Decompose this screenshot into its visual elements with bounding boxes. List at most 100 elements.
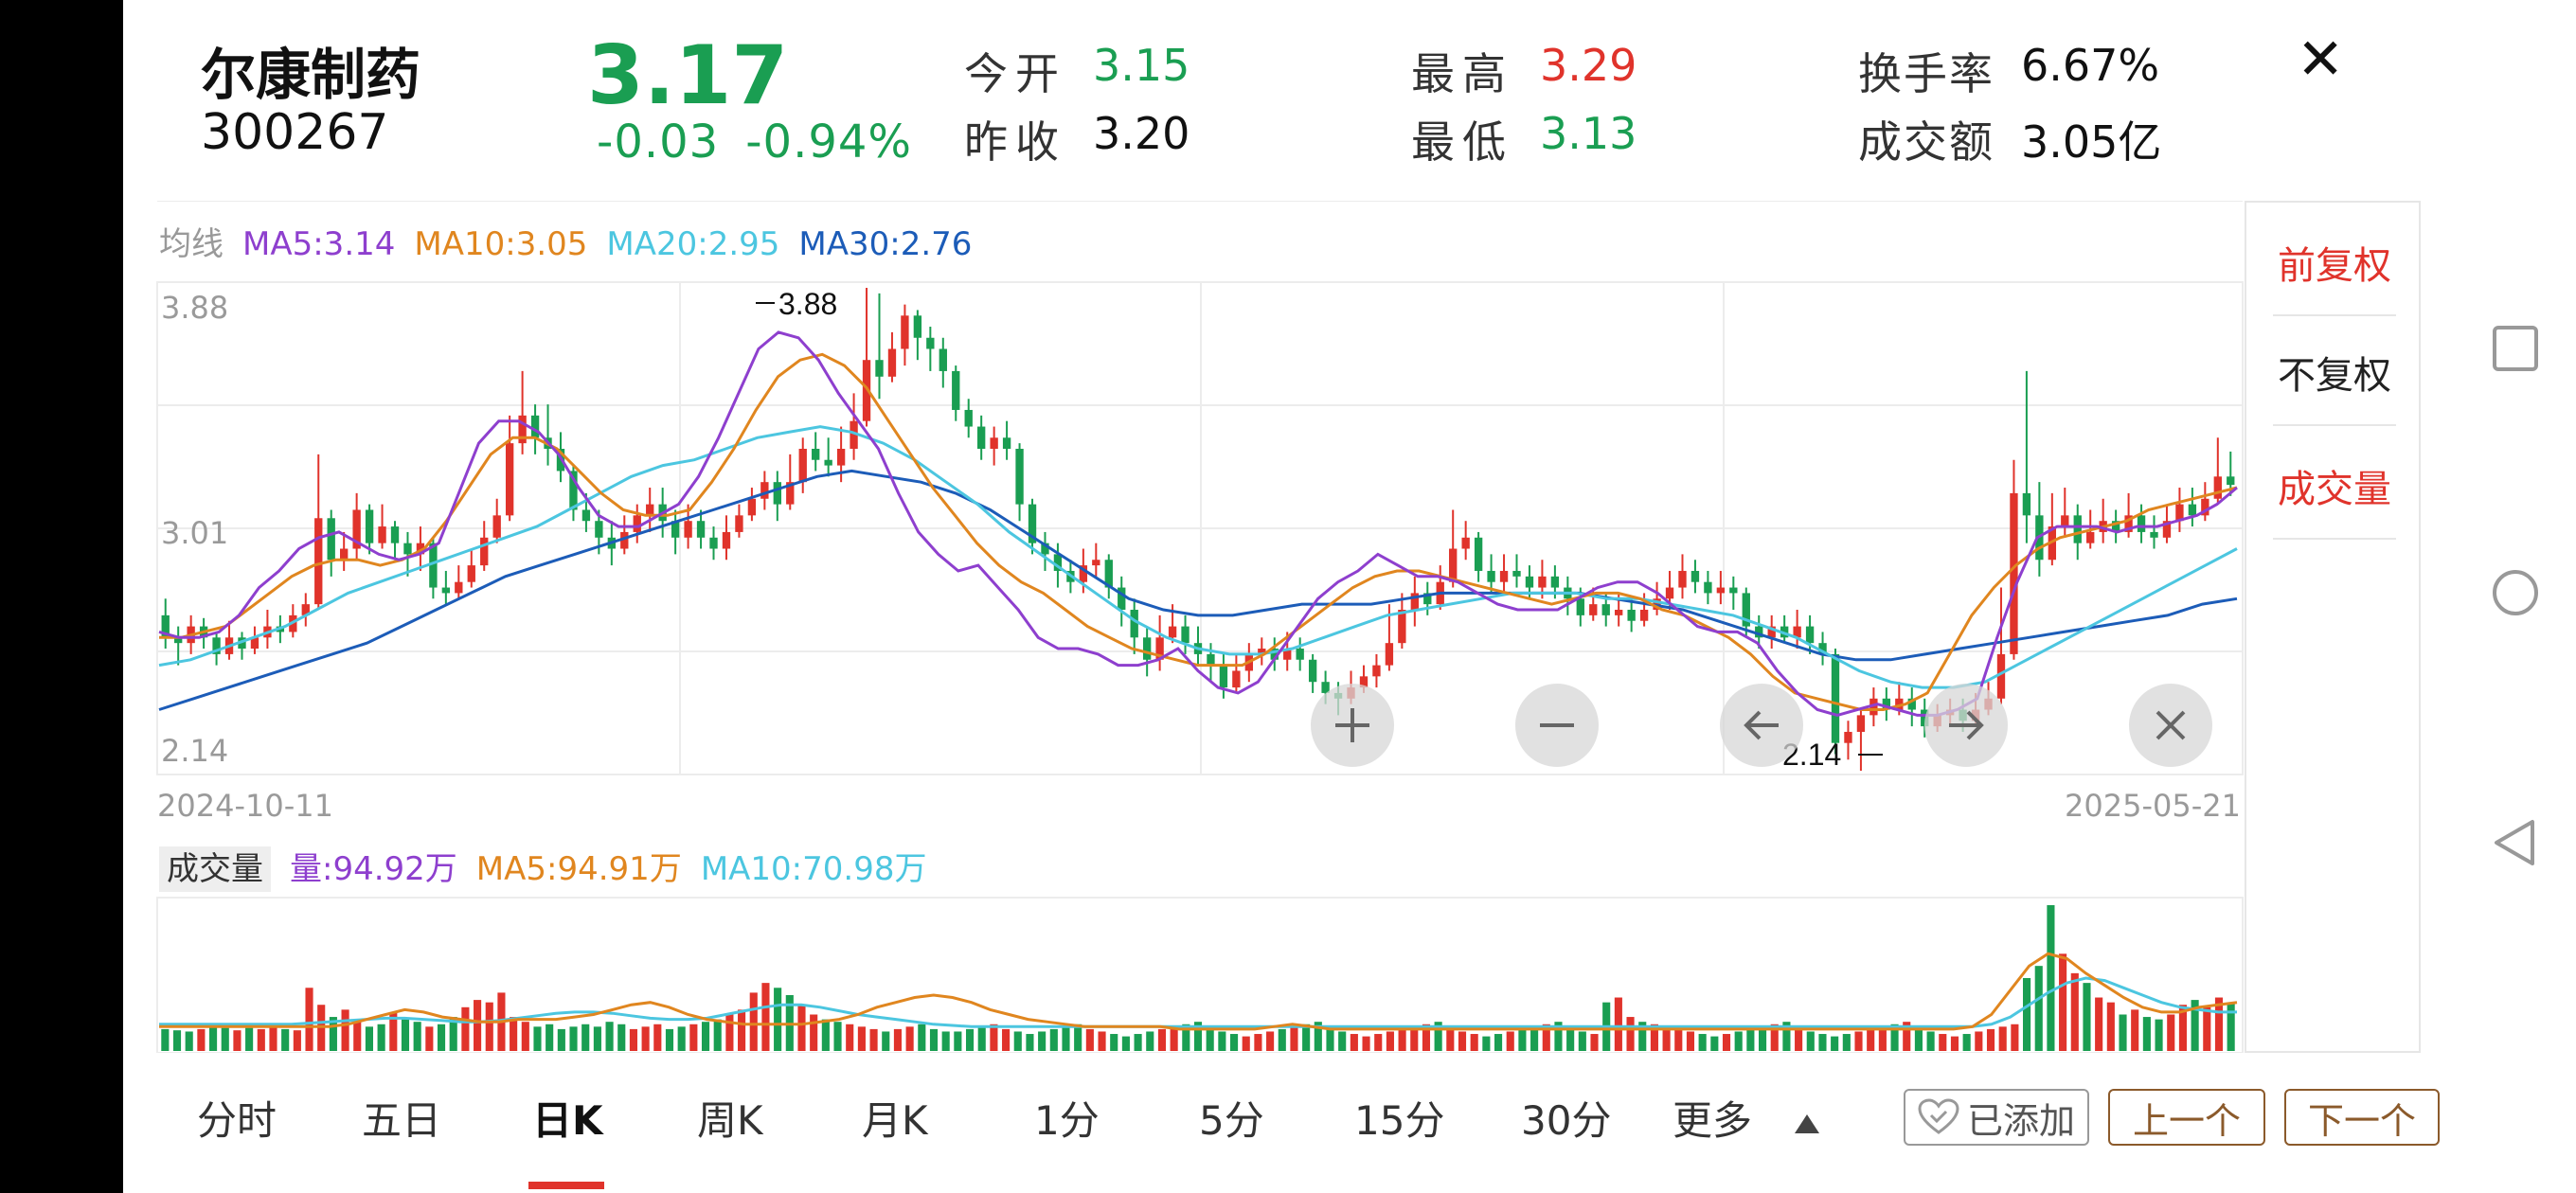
candle [301,593,310,627]
candle-body [1219,665,1228,688]
volume-bar [1049,1028,1058,1051]
candle-body [352,509,361,549]
kline-chart[interactable]: 3.88 2.14 [153,200,2245,1054]
close-icon[interactable]: ✕ [2297,27,2345,93]
candle-body [1499,570,1509,582]
candle-body [2010,492,2018,654]
pan-left-button[interactable] [1720,684,1803,767]
tab-daily-k[interactable]: 日K [532,1097,603,1144]
volume-bar [569,1026,578,1051]
candle-body [620,531,629,549]
tab-weekly-k[interactable]: 周K [697,1097,763,1144]
volume-bar [1542,1024,1550,1051]
volume-bar [1098,1031,1106,1051]
zoom-in-button[interactable] [1311,684,1394,767]
candle [1512,554,1521,588]
candle [505,415,514,522]
candle [722,515,731,561]
candle-body [429,543,438,588]
volume-bar [1434,1022,1442,1051]
tab-more[interactable]: 更多 [1673,1089,1821,1147]
volume-bar [1398,1028,1406,1051]
volume-bar [1422,1024,1431,1051]
volume-bar [581,1024,590,1051]
candle-body [1639,610,1649,621]
volume-bar [1494,1034,1503,1051]
volume-bar [593,1026,601,1051]
volume-bar [365,1026,373,1051]
side-item-forward-adjust[interactable]: 前复权 [2278,244,2391,288]
tab-15min[interactable]: 15分 [1354,1097,1445,1144]
volume-bar [161,1028,170,1051]
side-divider [2273,424,2396,426]
ma-legend: 均线 MA5:3.14 MA10:3.05 MA20:2.95 MA30:2.76 [159,218,991,264]
prev-stock-button[interactable]: 上一个 [2108,1089,2265,1146]
tab-timeshare[interactable]: 分时 [197,1097,277,1144]
volume-bar [1998,1026,2007,1051]
low-value: 3.13 [1540,108,1637,159]
tab-30min[interactable]: 30分 [1521,1097,1612,1144]
candle-body [1207,653,1215,666]
volume-bar [401,1019,410,1051]
home-circle-icon[interactable] [2491,568,2540,617]
candle [1704,570,1712,605]
volume-bar [2119,1014,2127,1051]
side-menu: 前复权 不复权 成交量 [2245,201,2421,1053]
next-stock-button[interactable]: 下一个 [2284,1089,2440,1146]
volume-bar [2191,1000,2199,1051]
candle-body [913,315,922,338]
candle [365,504,374,555]
zoom-out-button[interactable] [1515,684,1599,767]
volume-bar [1362,1036,1370,1051]
volume-bar [1650,1024,1658,1051]
pan-right-button[interactable] [1924,684,2008,767]
open-label: 今开 [964,48,1066,99]
tab-5min[interactable]: 5分 [1199,1097,1264,1144]
candle-body [1704,581,1712,594]
volume-bar [1842,1034,1851,1051]
candle-body [581,509,591,522]
kline-chart-area[interactable]: 3.88 2.14 均线 MA5:3.14 MA10:3.05 MA20:2.95 MA… [153,200,2245,1054]
side-item-no-adjust[interactable]: 不复权 [2278,354,2391,398]
tab-monthly-k[interactable]: 月K [862,1097,928,1144]
tab-five-day[interactable]: 五日 [362,1097,442,1144]
candle-body [1181,626,1190,644]
candle-body [1028,504,1037,543]
volume-bar [185,1031,193,1051]
candle [875,293,884,400]
recents-square-icon[interactable] [2491,324,2540,373]
volume-bar [1386,1031,1394,1051]
candle [1181,614,1190,654]
volume-bar [485,1002,493,1051]
candle [2188,488,2197,527]
candle [161,598,170,650]
volume-bar [1134,1034,1142,1051]
candle [2137,504,2146,543]
candle [1996,587,2006,704]
candle-body [836,449,846,466]
candle-body [2137,515,2146,532]
candle-body [977,426,986,449]
stock-code: 300267 [201,104,389,161]
candle [455,565,463,599]
reset-chart-button[interactable] [2129,684,2212,767]
candle-body [1525,576,1534,588]
candle [1487,554,1495,594]
back-triangle-icon[interactable] [2491,818,2540,867]
candle-body [671,521,680,538]
tab-more-label: 更多 [1673,1097,1753,1144]
added-watchlist-button[interactable]: 已添加 [1904,1089,2089,1146]
candle [2150,515,2158,549]
candle [1793,610,1801,650]
candle [735,504,743,538]
amount-label: 成交额 [1858,116,1995,168]
volume-ma10-legend: MA10:70.98万 [700,850,927,888]
tab-1min[interactable]: 1分 [1034,1097,1100,1144]
side-item-volume[interactable]: 成交量 [2278,468,2391,511]
candle-body [505,443,514,516]
candle-body [518,415,527,444]
candle [403,531,412,577]
candle [1678,554,1687,599]
volume-bar [1950,1036,1959,1051]
candle-body [1882,698,1891,710]
